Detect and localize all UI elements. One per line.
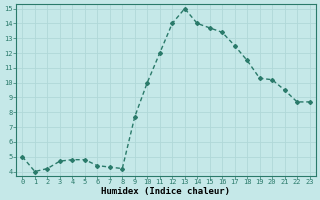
X-axis label: Humidex (Indice chaleur): Humidex (Indice chaleur) — [101, 187, 230, 196]
